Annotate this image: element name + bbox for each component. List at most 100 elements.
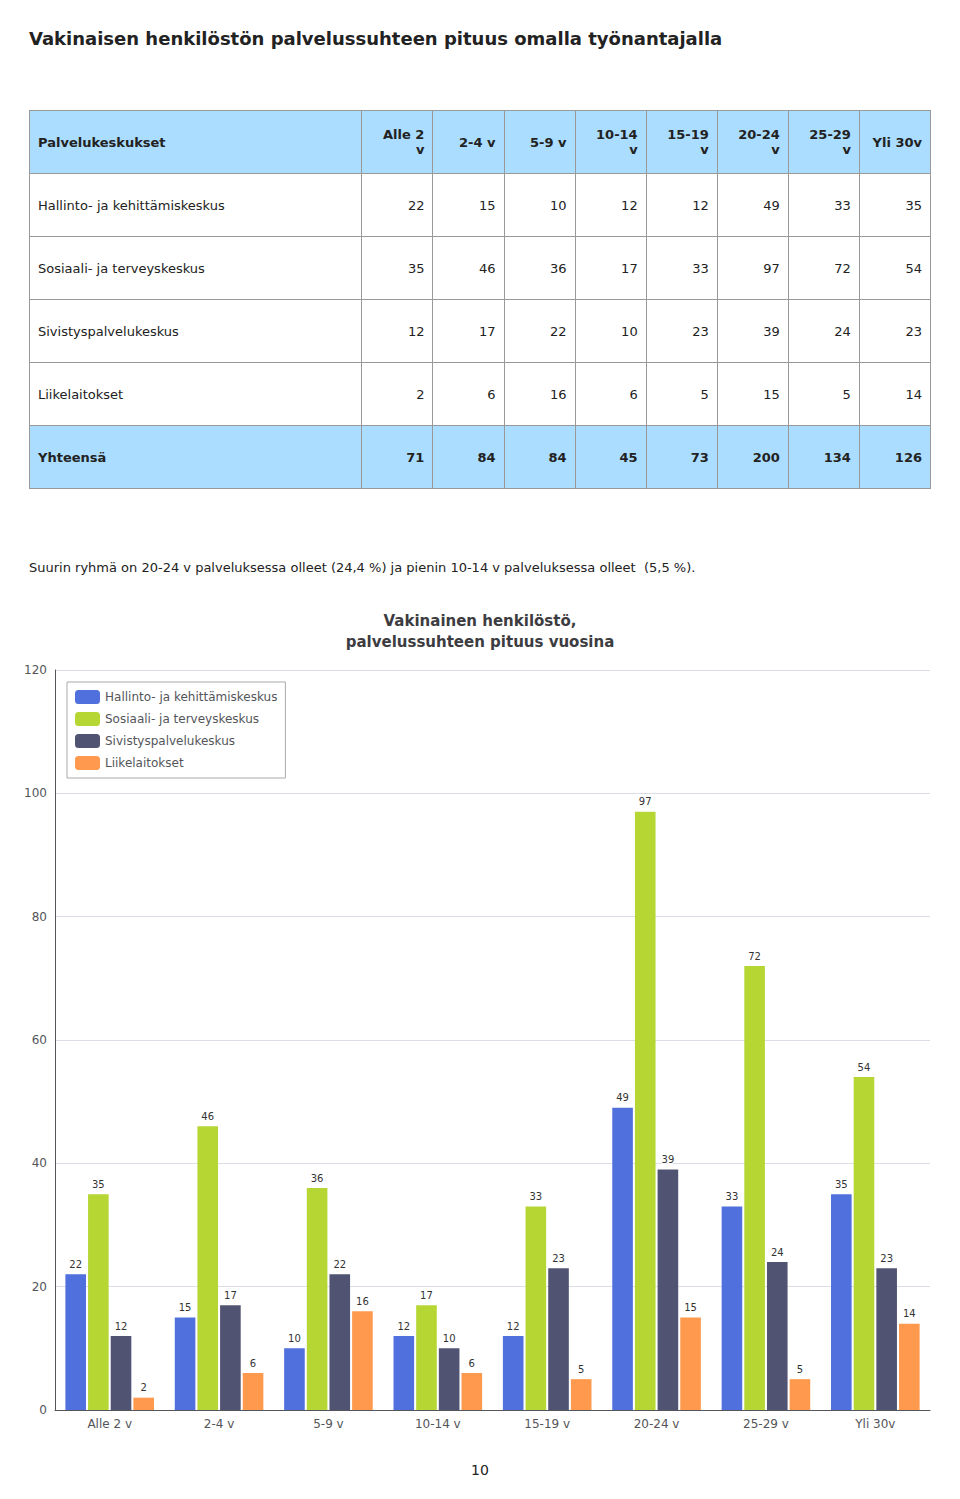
svg-text:33: 33: [529, 1191, 542, 1202]
svg-text:2-4 v: 2-4 v: [204, 1417, 235, 1431]
svg-text:60: 60: [32, 1033, 47, 1047]
svg-text:35: 35: [92, 1179, 105, 1190]
html-text:17: 17: [621, 260, 638, 276]
html-text:2-4 v: 2-4 v: [459, 134, 496, 150]
html-text:54: 54: [905, 260, 922, 276]
html-text:15-19 v: 15-19 v: [667, 127, 709, 157]
svg-text:20: 20: [32, 1280, 47, 1294]
html-text:33: 33: [834, 197, 851, 213]
svg-text:Sivistyspalvelukeskus: Sivistyspalvelukeskus: [105, 734, 235, 748]
html-text:Hallinto- ja kehittämiskeskus: Hallinto- ja kehittämiskeskus: [38, 197, 225, 213]
svg-text:Yli 30v: Yli 30v: [854, 1417, 895, 1431]
html-text:12: 12: [621, 197, 638, 213]
svg-text:17: 17: [420, 1290, 433, 1301]
html-text:Sivistyspalvelukeskus: Sivistyspalvelukeskus: [38, 323, 179, 339]
html-text:5-9 v: 5-9 v: [530, 134, 567, 150]
svg-text:5: 5: [797, 1364, 803, 1375]
html-text:Sosiaali- ja terveyskeskus: Sosiaali- ja terveyskeskus: [38, 260, 205, 276]
html-text:20-24 v: 20-24 v: [738, 127, 780, 157]
html-text:Liikelaitokset: Liikelaitokset: [38, 386, 124, 402]
svg-text:5: 5: [578, 1364, 584, 1375]
html-text:84: 84: [477, 449, 496, 465]
svg-text:Vakinainen henkilöstö,: Vakinainen henkilöstö,: [384, 612, 577, 630]
svg-text:10: 10: [288, 1333, 301, 1344]
html-text:22: 22: [550, 323, 567, 339]
svg-text:2: 2: [140, 1382, 146, 1393]
html-text:45: 45: [619, 449, 638, 465]
html-text:Vakinaisen henkilöstön palvelu: Vakinaisen henkilöstön palvelussuhteen p…: [29, 28, 723, 49]
svg-text:palvelussuhteen pituus vuosina: palvelussuhteen pituus vuosina: [346, 633, 615, 651]
svg-text:39: 39: [662, 1154, 675, 1165]
svg-text:12: 12: [115, 1321, 128, 1332]
svg-text:Liikelaitokset: Liikelaitokset: [105, 756, 184, 770]
html-text:97: 97: [763, 260, 780, 276]
html-text:49: 49: [763, 197, 780, 213]
svg-text:10: 10: [443, 1333, 456, 1344]
html-text:46: 46: [479, 260, 496, 276]
svg-text:23: 23: [880, 1253, 893, 1264]
svg-text:25-29 v: 25-29 v: [743, 1417, 789, 1431]
svg-text:40: 40: [32, 1156, 47, 1170]
svg-text:5-9 v: 5-9 v: [313, 1417, 344, 1431]
html-text:25-29 v: 25-29 v: [809, 127, 851, 157]
svg-text:6: 6: [250, 1358, 256, 1369]
svg-text:36: 36: [311, 1173, 324, 1184]
html-text:17: 17: [479, 323, 496, 339]
svg-text:100: 100: [24, 786, 47, 800]
svg-text:22: 22: [69, 1259, 82, 1270]
html-text:35: 35: [407, 260, 425, 276]
html-text:15: 15: [479, 197, 496, 213]
html-text:39: 39: [763, 323, 780, 339]
svg-text:12: 12: [397, 1321, 410, 1332]
html-text:23: 23: [905, 323, 922, 339]
html-text:12: 12: [692, 197, 709, 213]
svg-text:17: 17: [224, 1290, 237, 1301]
html-text:72: 72: [834, 260, 851, 276]
svg-text:6: 6: [469, 1358, 475, 1369]
html-text:71: 71: [406, 449, 425, 465]
html-text:73: 73: [690, 449, 709, 465]
svg-text:24: 24: [771, 1247, 784, 1258]
html-text:84: 84: [548, 449, 567, 465]
html-text:23: 23: [692, 323, 709, 339]
html-text:16: 16: [550, 386, 567, 402]
svg-text:Hallinto- ja kehittämiskeskus: Hallinto- ja kehittämiskeskus: [105, 690, 277, 704]
svg-text:23: 23: [552, 1253, 565, 1264]
svg-text:54: 54: [858, 1062, 871, 1073]
svg-text:15: 15: [684, 1302, 697, 1313]
svg-text:97: 97: [639, 796, 652, 807]
html-text:Alle 2 v: Alle 2 v: [383, 127, 425, 157]
html-text:12: 12: [407, 323, 425, 339]
svg-text:12: 12: [507, 1321, 520, 1332]
svg-text:80: 80: [32, 910, 47, 924]
svg-text:22: 22: [333, 1259, 346, 1270]
html-text:14: 14: [905, 386, 922, 402]
svg-text:46: 46: [201, 1111, 214, 1122]
html-text:36: 36: [550, 260, 567, 276]
svg-text:49: 49: [616, 1092, 629, 1103]
svg-text:20-24 v: 20-24 v: [634, 1417, 680, 1431]
html-text:10: 10: [550, 197, 567, 213]
html-text:33: 33: [692, 260, 709, 276]
svg-text:10-14 v: 10-14 v: [415, 1417, 461, 1431]
svg-text:Alle 2 v: Alle 2 v: [87, 1417, 132, 1431]
svg-text:15-19 v: 15-19 v: [524, 1417, 570, 1431]
svg-text:72: 72: [748, 951, 761, 962]
svg-text:120: 120: [24, 663, 47, 677]
svg-text:15: 15: [179, 1302, 192, 1313]
html-text:10-14 v: 10-14 v: [596, 127, 638, 157]
html-text:35: 35: [905, 197, 922, 213]
svg-text:0: 0: [39, 1403, 47, 1417]
svg-text:33: 33: [726, 1191, 739, 1202]
html-text:22: 22: [407, 197, 425, 213]
html-text:24: 24: [834, 323, 851, 339]
svg-text:Sosiaali- ja terveyskeskus: Sosiaali- ja terveyskeskus: [105, 712, 259, 726]
html-text:Palvelukeskukset: Palvelukeskukset: [38, 134, 166, 150]
svg-text:16: 16: [356, 1296, 369, 1307]
html-text:15: 15: [763, 386, 780, 402]
html-text:Yhteensä: Yhteensä: [38, 449, 107, 465]
html-text:Yli 30v: Yli 30v: [872, 134, 922, 150]
svg-text:35: 35: [835, 1179, 848, 1190]
svg-text:14: 14: [903, 1308, 916, 1319]
html-text:10: 10: [621, 323, 638, 339]
